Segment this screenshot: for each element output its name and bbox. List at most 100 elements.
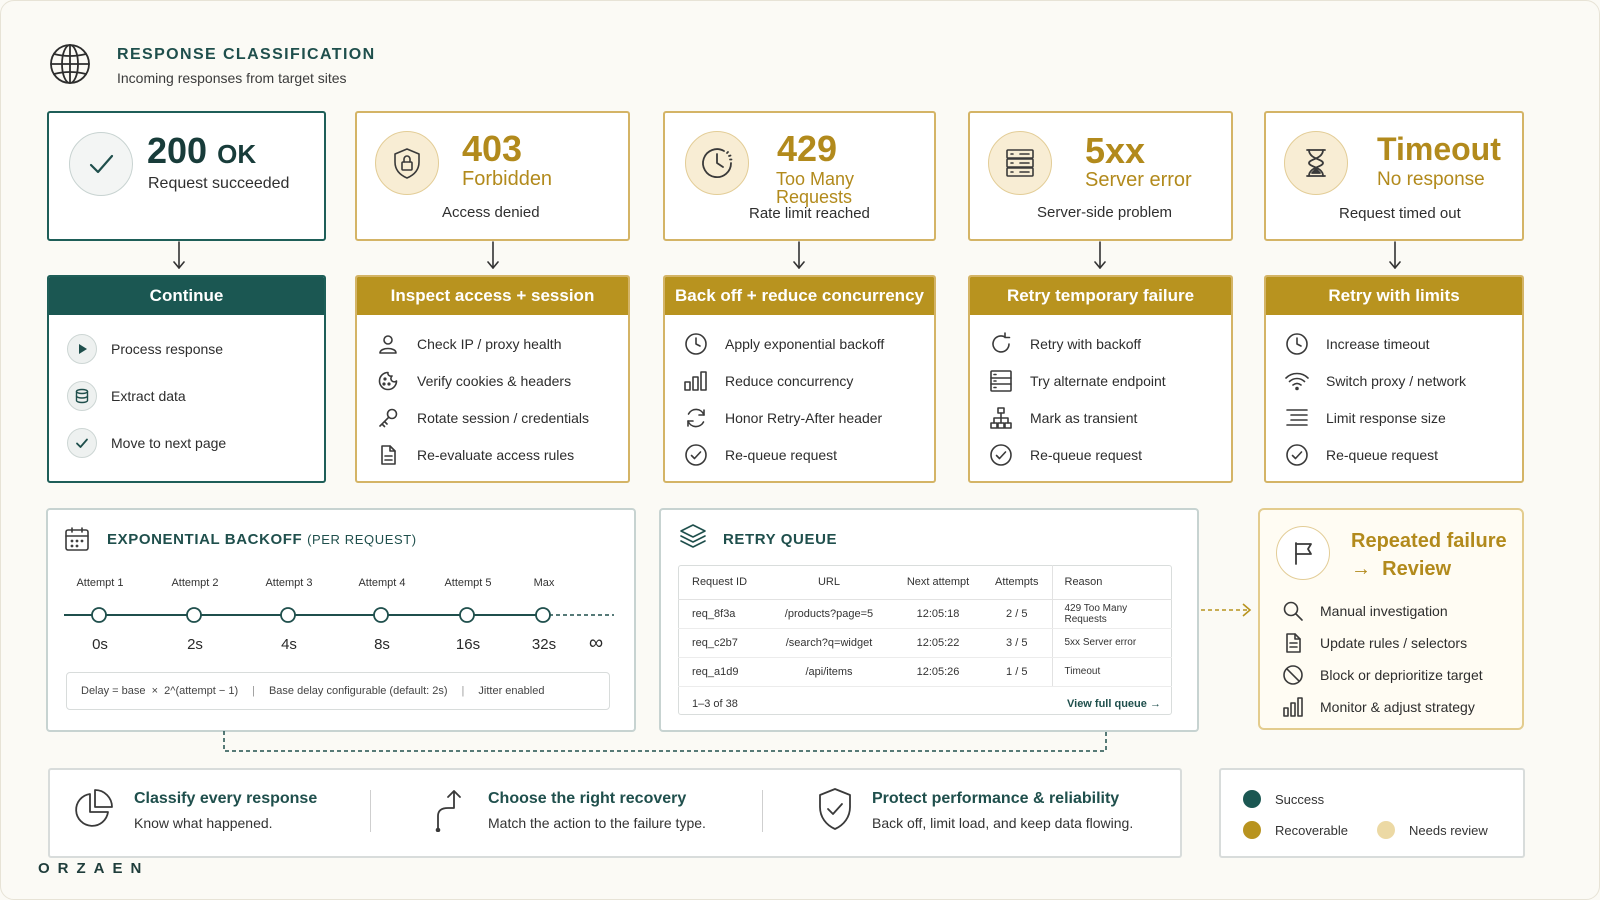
cell-reason: 429 Too Many Requests [1051, 599, 1172, 629]
legend-label: Success [1275, 791, 1325, 807]
cell-url: /products?page=5 [764, 599, 894, 629]
dashed-bracket [223, 731, 1107, 752]
legend [1219, 768, 1525, 858]
timeline-node [280, 607, 296, 623]
backoff-formula: Delay = base × 2^(attempt − 1) [81, 685, 239, 697]
action-item: Process response [49, 325, 324, 372]
retry-icon [986, 331, 1016, 357]
action-title: Back off + reduce concurrency [665, 277, 934, 315]
action-item-label: Honor Retry-After header [725, 409, 883, 426]
legend-item-recoverable: Recoverable [1243, 821, 1348, 839]
review-item-label: Update rules / selectors [1320, 635, 1468, 651]
col-header: Reason [1051, 565, 1172, 600]
page-subtitle: Incoming responses from target sites [117, 70, 347, 86]
action-item-label: Reduce concurrency [725, 372, 854, 389]
cell-attempts: 2 / 5 [982, 599, 1052, 629]
action-item-label: Re-queue request [1030, 446, 1143, 463]
action-item: Try alternate endpoint [970, 362, 1231, 399]
action-item-label: Process response [111, 340, 224, 357]
review-item: Monitor & adjust strategy [1282, 696, 1475, 718]
summary-text: Know what happened. [134, 815, 273, 831]
wifi-icon [1282, 368, 1312, 394]
status-code-number: 200 [147, 130, 208, 171]
backoff-base-note: Base delay configurable (default: 2s) [268, 685, 448, 697]
action-item: Re-queue request [970, 436, 1231, 473]
delay-value: 4s [281, 636, 297, 653]
infinity-symbol: ∞ [588, 632, 604, 654]
calendar-icon [64, 526, 90, 552]
flow-arrow-403 [487, 241, 499, 269]
status-desc: Server-side problem [1037, 204, 1173, 221]
page-title: RESPONSE CLASSIFICATION [117, 46, 376, 63]
server-icon [988, 131, 1052, 195]
action-item: Increase timeout [1266, 325, 1522, 362]
action-item-label: Switch proxy / network [1326, 372, 1467, 389]
flow-arrow-429 [793, 241, 805, 269]
action-item-label: Re-evaluate access rules [417, 446, 575, 463]
table-row[interactable]: req_c2b7 /search?q=widget 12:05:22 3 / 5… [678, 628, 1172, 658]
database-icon [67, 380, 97, 411]
review-item-label: Block or deprioritize target [1320, 667, 1483, 683]
action-item: Re-evaluate access rules [357, 436, 628, 473]
delay-value: 32s [531, 636, 557, 653]
shield-check-icon [816, 786, 854, 832]
summary-title: Protect performance & reliability [872, 790, 1120, 807]
action-item-label: Check IP / proxy health [417, 335, 562, 352]
clock-icon [1282, 331, 1312, 357]
flag-icon [1276, 526, 1330, 580]
review-item: Block or deprioritize target [1282, 664, 1483, 686]
retry-queue-table: Request ID URL Next attempt Attempts Rea… [678, 565, 1172, 687]
checkmark-icon [69, 132, 133, 196]
attempt-label: Attempt 3 [265, 577, 313, 589]
key-icon [373, 405, 403, 431]
divider [762, 790, 763, 832]
attempt-label: Attempt 4 [358, 577, 406, 589]
delay-value: 16s [455, 636, 481, 653]
action-item: Switch proxy / network [1266, 362, 1522, 399]
summary-bar [48, 768, 1182, 858]
block-icon [1282, 664, 1304, 686]
action-item: Rotate session / credentials [357, 399, 628, 436]
action-item: Move to next page [49, 419, 324, 466]
view-full-queue-link[interactable]: View full queue → [1067, 698, 1161, 710]
action-title: Retry temporary failure [970, 277, 1231, 315]
delay-value: 2s [187, 636, 203, 653]
timeline-node [186, 607, 202, 623]
check-circle-icon [986, 442, 1016, 468]
action-item-label: Re-queue request [725, 446, 838, 463]
legend-swatch [1377, 821, 1395, 839]
hourglass-icon [1284, 131, 1348, 195]
check-icon [67, 427, 97, 458]
status-subtitle: No response [1377, 169, 1485, 190]
dashed-arrow-to-review [1201, 603, 1252, 617]
legend-item-success: Success [1243, 790, 1324, 808]
status-subtitle: Server error [1085, 169, 1192, 191]
status-card-200: 200 OK Request succeeded [47, 111, 326, 241]
action-box-retry: Retry temporary failure Retry with backo… [968, 275, 1233, 483]
status-code-suffix: OK [217, 139, 257, 169]
backoff-title: EXPONENTIAL BACKOFF (PER REQUEST) [107, 531, 417, 548]
cell-next: 12:05:22 [894, 628, 982, 658]
status-desc: Access denied [442, 204, 540, 221]
review-item: Update rules / selectors [1282, 632, 1467, 654]
status-card-timeout: Timeout No response Request timed out [1264, 111, 1524, 241]
action-item-label: Mark as transient [1030, 409, 1138, 426]
backoff-jitter: Jitter enabled [478, 685, 545, 697]
action-item: Mark as transient [970, 399, 1231, 436]
action-box-backoff: Back off + reduce concurrency Apply expo… [663, 275, 936, 483]
status-subtitle: Forbidden [462, 168, 553, 190]
table-row[interactable]: req_a1d9 /api/items 12:05:26 1 / 5 Timeo… [678, 657, 1172, 687]
action-item: Honor Retry-After header [665, 399, 934, 436]
table-row[interactable]: req_8f3a /products?page=5 12:05:18 2 / 5… [678, 599, 1172, 629]
action-item: Check IP / proxy health [357, 325, 628, 362]
action-item-label: Retry with backoff [1030, 335, 1142, 352]
cookie-icon [373, 368, 403, 394]
globe-icon [48, 42, 92, 86]
summary-text: Match the action to the failure type. [488, 815, 706, 831]
flow-arrow-5xx [1094, 241, 1106, 269]
cell-url: /search?q=widget [764, 628, 894, 658]
cell-next: 12:05:18 [894, 599, 982, 629]
summary-title: Classify every response [134, 790, 318, 807]
route-arrow-icon [432, 786, 466, 832]
queue-count: 1–3 of 38 [692, 698, 738, 710]
